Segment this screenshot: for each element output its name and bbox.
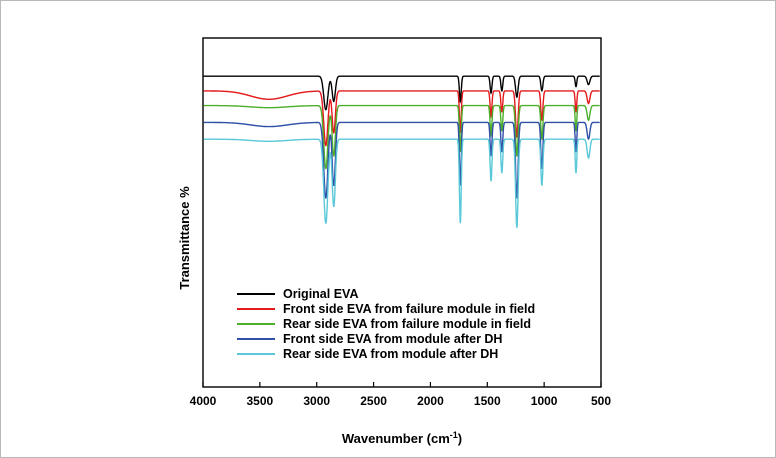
- legend-label-2: Front side EVA from failure module in fi…: [283, 302, 535, 316]
- x-tick-label-2000: 2000: [417, 394, 444, 408]
- x-tick-label-4000: 4000: [190, 394, 217, 408]
- series-line-2: [203, 90, 600, 147]
- x-tick-label-3500: 3500: [247, 394, 274, 408]
- series-line-4: [203, 121, 600, 199]
- x-tick-label-1500: 1500: [474, 394, 501, 408]
- legend-label-1: Original EVA: [283, 287, 358, 301]
- x-tick-label-500: 500: [591, 394, 611, 408]
- legend-label-3: Rear side EVA from failure module in fie…: [283, 317, 531, 331]
- series-line-3: [203, 104, 600, 170]
- series-line-5: [203, 138, 600, 228]
- plot-area: [202, 37, 602, 388]
- x-axis-title: Wavenumber (cm-1): [342, 430, 462, 446]
- x-axis-title-close: ): [458, 431, 462, 446]
- legend-label-5: Rear side EVA from module after DH: [283, 347, 498, 361]
- series-line-1: [203, 75, 600, 111]
- series-layer: [203, 75, 600, 228]
- x-tick-label-3000: 3000: [303, 394, 330, 408]
- x-axis-title-sup: -1: [450, 430, 458, 440]
- x-axis-ticks: 4000 3500 3000 2500 2000 1500 1000 500: [190, 382, 611, 408]
- x-axis-title-main: Wavenumber (cm: [342, 431, 450, 446]
- legend-label-4: Front side EVA from module after DH: [283, 332, 502, 346]
- x-tick-label-1000: 1000: [531, 394, 558, 408]
- x-tick-label-2500: 2500: [360, 394, 387, 408]
- y-axis-title: Transmittance %: [177, 186, 192, 290]
